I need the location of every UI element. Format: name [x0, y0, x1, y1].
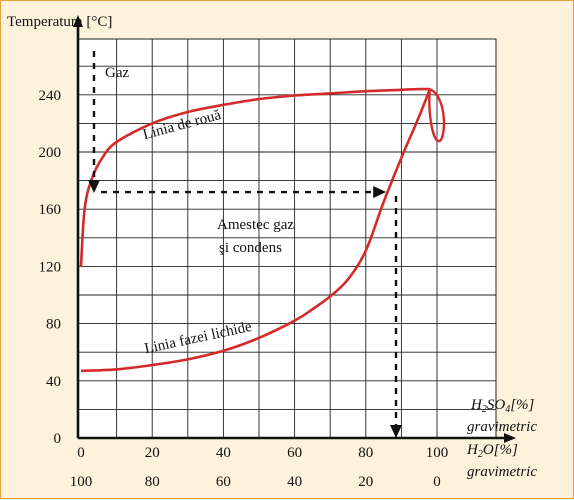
- x-tick-label: 100: [426, 445, 449, 461]
- x-axis-unit-primary: gravimetric: [467, 419, 537, 435]
- grid: [77, 38, 497, 439]
- azeotrope-loop: [428, 87, 446, 143]
- axes: [73, 15, 516, 443]
- y-tick-label: 240: [39, 88, 62, 104]
- x-tick-label-secondary: 20: [358, 474, 373, 490]
- x-tick-label-secondary: 100: [70, 474, 93, 490]
- x-axis-title-secondary-part: O[%]: [483, 442, 518, 458]
- x-tick-label-secondary: 0: [433, 474, 441, 490]
- x-axis-title-primary-part: 2: [482, 404, 487, 415]
- y-tick-label: 40: [46, 374, 61, 390]
- x-tick-label: 80: [358, 445, 373, 461]
- x-axis-title-primary-part: SO: [487, 397, 506, 413]
- y-axis-title: Temperatura [°C]: [7, 14, 112, 30]
- x-tick-label: 40: [216, 445, 231, 461]
- x-tick-label: 20: [145, 445, 160, 461]
- liquid-line-curve: [80, 88, 432, 373]
- x-tick-label-secondary: 40: [287, 474, 302, 490]
- x-tick-label: 60: [287, 445, 302, 461]
- x-axis-title-primary-part: H: [470, 397, 483, 413]
- x-tick-label-secondary: 80: [145, 474, 160, 490]
- plot-area: [77, 38, 497, 439]
- composition-drop-arrow-head: [390, 425, 402, 438]
- y-tick-label: 200: [39, 145, 62, 161]
- x-axis-title-secondary-part: 2: [478, 449, 483, 460]
- x-axis-unit-secondary: gravimetric: [467, 464, 537, 480]
- tie-line-arrow-head: [373, 186, 387, 199]
- cooling-arrow-head: [88, 180, 100, 194]
- mixture-region-label-line2: şi condens: [219, 240, 282, 256]
- y-axis-arrow: [73, 15, 83, 27]
- mixture-region-label: Amestec gaz: [217, 217, 294, 233]
- annotations: Gaz Amestec gaz şi condens: [88, 51, 402, 438]
- x-axis-title-primary: H2SO4[%]: [470, 397, 535, 415]
- x-axis-title-primary-part: 4: [505, 404, 510, 415]
- x-axis-title-primary-part: [%]: [510, 397, 534, 413]
- x-axis-title-secondary-part: H: [466, 442, 479, 458]
- y-tick-label: 0: [54, 431, 62, 447]
- x-axis-arrow: [504, 433, 516, 443]
- x-tick-label: 0: [77, 445, 85, 461]
- gas-region-label: Gaz: [105, 65, 129, 81]
- x-axis-title-secondary: H2O[%]: [466, 442, 518, 460]
- x-tick-label-secondary: 60: [216, 474, 231, 490]
- y-tick-label: 80: [46, 317, 61, 333]
- y-tick-label: 160: [39, 202, 62, 218]
- y-tick-label: 120: [39, 259, 62, 275]
